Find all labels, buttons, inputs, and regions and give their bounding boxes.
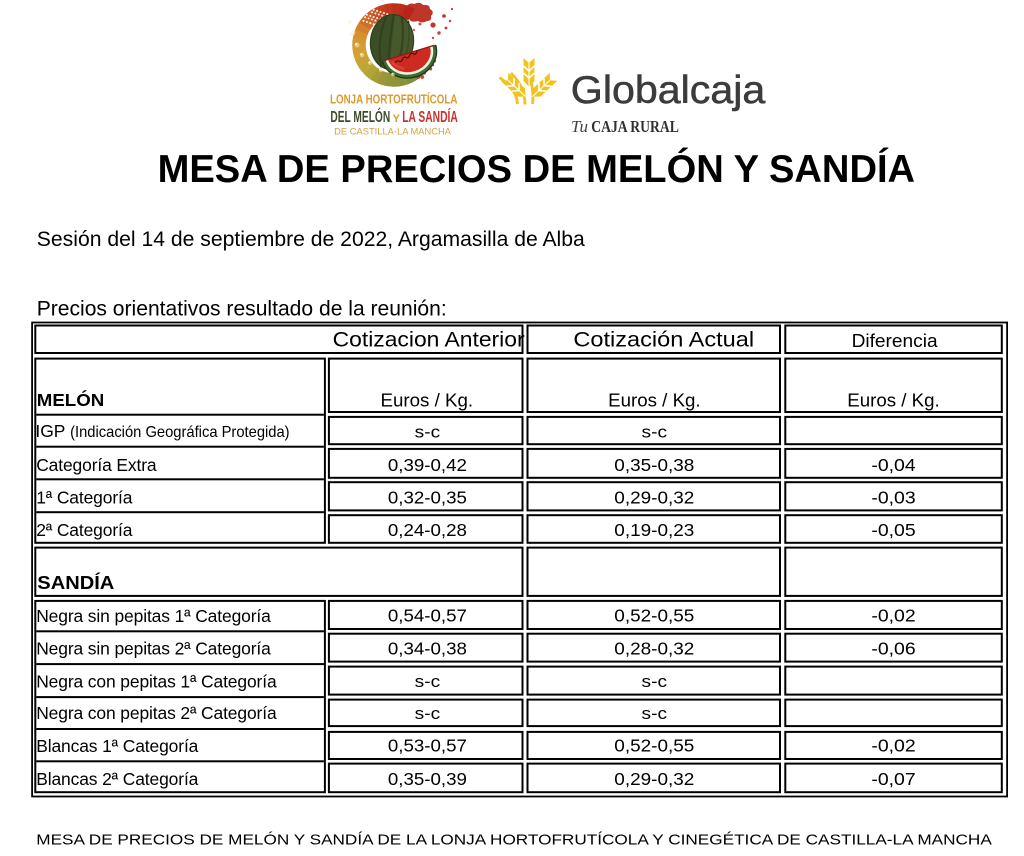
svg-text:Tu: Tu — [571, 117, 588, 136]
svg-text:Blancas 1ª Categoría: Blancas 1ª Categoría — [36, 736, 198, 756]
svg-text:Y: Y — [393, 113, 401, 125]
svg-text:LONJA HORTOFRUTÍCOLA: LONJA HORTOFRUTÍCOLA — [330, 92, 457, 107]
svg-text:Cotizacion Anterior: Cotizacion Anterior — [333, 327, 525, 351]
svg-text:CAJA RURAL: CAJA RURAL — [591, 117, 679, 136]
svg-text:2ª Categoría: 2ª Categoría — [36, 520, 133, 540]
svg-text:-0,02: -0,02 — [871, 606, 915, 626]
svg-text:SANDÍA: SANDÍA — [37, 572, 114, 593]
svg-text:1ª Categoría: 1ª Categoría — [36, 488, 133, 508]
svg-text:-0,03: -0,03 — [871, 487, 915, 507]
svg-text:MELÓN: MELÓN — [37, 389, 104, 410]
svg-text:s-c: s-c — [642, 704, 668, 723]
svg-text:Globalcaja: Globalcaja — [571, 69, 766, 112]
svg-text:s-c: s-c — [642, 422, 668, 441]
svg-text:Precios orientativos resultado: Precios orientativos resultado de la reu… — [37, 296, 447, 320]
svg-text:0,39-0,42: 0,39-0,42 — [388, 455, 467, 475]
svg-text:Blancas 2ª Categoría: Blancas 2ª Categoría — [36, 769, 198, 789]
svg-text:DEL MELÓN: DEL MELÓN — [330, 108, 390, 126]
svg-text:0,24-0,28: 0,24-0,28 — [388, 520, 467, 540]
svg-text:-0,02: -0,02 — [871, 736, 915, 756]
svg-text:s-c: s-c — [642, 672, 668, 691]
svg-text:Euros / Kg.: Euros / Kg. — [847, 389, 940, 410]
svg-text:Euros / Kg.: Euros / Kg. — [381, 389, 474, 410]
svg-text:Diferencia: Diferencia — [852, 330, 939, 351]
svg-text:0,28-0,32: 0,28-0,32 — [614, 638, 694, 658]
svg-text:Negra con pepitas 1ª Categoría: Negra con pepitas 1ª Categoría — [36, 672, 277, 692]
svg-text:DE CASTILLA-LA MANCHA: DE CASTILLA-LA MANCHA — [334, 127, 452, 137]
svg-text:Euros / Kg.: Euros / Kg. — [608, 389, 701, 410]
svg-text:s-c: s-c — [415, 672, 441, 691]
svg-text:0,53-0,57: 0,53-0,57 — [388, 736, 467, 756]
svg-text:0,19-0,23: 0,19-0,23 — [614, 520, 694, 540]
svg-text:-0,05: -0,05 — [871, 520, 915, 540]
svg-text:MESA DE PRECIOS DE MELÓN Y SAN: MESA DE PRECIOS DE MELÓN Y SANDÍA DE LA … — [36, 832, 992, 849]
svg-text:(Indicación Geográfica Protegi: (Indicación Geográfica Protegida) — [70, 424, 290, 441]
svg-text:-0,07: -0,07 — [871, 769, 915, 789]
svg-text:0,29-0,32: 0,29-0,32 — [614, 487, 694, 507]
svg-text:IGP: IGP — [35, 421, 65, 441]
svg-text:s-c: s-c — [415, 704, 441, 723]
svg-text:MESA DE PRECIOS DE MELÓN Y SAN: MESA DE PRECIOS DE MELÓN Y SANDÍA — [158, 147, 916, 191]
svg-text:0,52-0,55: 0,52-0,55 — [614, 736, 694, 756]
svg-text:-0,06: -0,06 — [871, 638, 915, 658]
svg-text:Sesión del 14 de septiembre de: Sesión del 14 de septiembre de 2022, Arg… — [37, 227, 585, 251]
svg-text:Cotización Actual: Cotización Actual — [573, 327, 754, 351]
svg-text:s-c: s-c — [415, 422, 441, 441]
svg-text:Categoría Extra: Categoría Extra — [36, 455, 157, 475]
svg-text:0,52-0,55: 0,52-0,55 — [614, 606, 694, 626]
svg-text:Negra sin pepitas 2ª Categoría: Negra sin pepitas 2ª Categoría — [36, 639, 271, 659]
svg-text:Negra sin pepitas 1ª Categoría: Negra sin pepitas 1ª Categoría — [36, 606, 271, 626]
svg-text:0,35-0,38: 0,35-0,38 — [614, 455, 694, 475]
svg-text:0,35-0,39: 0,35-0,39 — [388, 769, 467, 789]
svg-text:LA SANDÍA: LA SANDÍA — [402, 109, 458, 126]
svg-text:0,29-0,32: 0,29-0,32 — [614, 769, 694, 789]
svg-text:Negra con pepitas 2ª Categoría: Negra con pepitas 2ª Categoría — [36, 703, 277, 723]
svg-text:0,34-0,38: 0,34-0,38 — [388, 638, 467, 658]
svg-text:-0,04: -0,04 — [871, 455, 916, 475]
svg-text:0,32-0,35: 0,32-0,35 — [388, 487, 467, 507]
svg-text:0,54-0,57: 0,54-0,57 — [388, 606, 467, 626]
